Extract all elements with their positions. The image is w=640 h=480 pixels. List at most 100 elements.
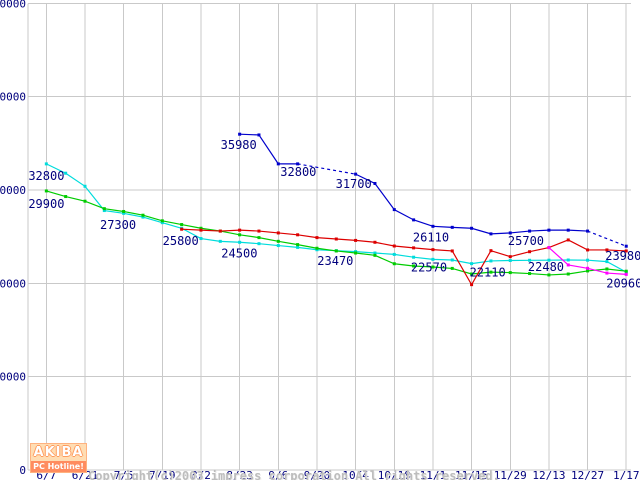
data-point-marker xyxy=(122,211,126,215)
data-point-marker xyxy=(566,258,570,262)
data-point-marker xyxy=(528,272,532,276)
data-point-marker xyxy=(605,267,609,271)
data-point-marker xyxy=(276,244,280,248)
data-label-32800: 32800 xyxy=(280,165,316,179)
data-point-marker xyxy=(354,172,358,176)
data-point-marker xyxy=(470,283,474,287)
data-point-marker xyxy=(586,248,590,252)
data-point-marker xyxy=(431,224,435,228)
data-point-marker xyxy=(528,258,532,262)
y-axis-labels: 0 10000 20000 30000 40000 50000 xyxy=(0,0,26,477)
data-point-marker xyxy=(450,249,454,253)
data-point-marker xyxy=(354,251,358,255)
data-point-marker xyxy=(257,133,261,137)
data-point-marker xyxy=(508,255,512,259)
data-point-marker xyxy=(64,195,68,199)
data-point-marker xyxy=(238,240,242,244)
data-point-marker xyxy=(547,246,551,250)
x-tick-label: 11/1 xyxy=(420,469,447,480)
data-point-marker xyxy=(315,236,319,240)
data-point-marker xyxy=(218,229,222,233)
data-point-marker xyxy=(392,208,396,212)
data-point-marker xyxy=(257,229,261,233)
data-point-marker xyxy=(64,171,68,175)
data-label-23980: 23980 xyxy=(605,249,640,263)
data-point-marker xyxy=(392,244,396,248)
data-point-marker xyxy=(412,255,416,259)
data-point-marker xyxy=(83,184,87,188)
akiba-logo-subtitle: PC Hotline! xyxy=(31,461,86,472)
data-point-marker xyxy=(489,270,493,274)
data-label-35980: 35980 xyxy=(221,138,257,152)
data-point-marker xyxy=(547,228,551,232)
data-label-22480: 22480 xyxy=(528,260,564,274)
y-tick-label: 20000 xyxy=(0,277,26,290)
data-label-20960: 20960 xyxy=(606,276,640,290)
data-point-marker xyxy=(624,272,628,276)
series-blue xyxy=(238,132,628,248)
data-point-marker xyxy=(450,225,454,229)
y-tick-label: 30000 xyxy=(0,184,26,197)
data-point-marker xyxy=(315,246,319,250)
data-point-marker xyxy=(141,213,145,217)
data-point-marker xyxy=(296,233,300,237)
data-point-marker xyxy=(508,271,512,275)
x-axis-labels: 6/7 6/21 7/5 7/19 8/2 8/23 9/6 9/20 10/4 10/18 11/… xyxy=(36,469,639,480)
data-point-marker xyxy=(354,238,358,242)
y-tick-label: 0 xyxy=(19,464,26,477)
data-point-marker xyxy=(257,236,261,240)
data-label-22110: 22110 xyxy=(470,266,506,280)
data-label-31700: 31700 xyxy=(336,177,372,191)
data-point-marker xyxy=(605,248,609,252)
data-point-marker xyxy=(160,221,164,225)
data-point-marker xyxy=(83,199,87,203)
data-point-marker xyxy=(412,246,416,250)
data-point-marker xyxy=(199,228,203,232)
data-label-29900: 29900 xyxy=(28,197,64,211)
data-point-marker xyxy=(489,259,493,263)
data-point-marker xyxy=(586,269,590,273)
data-point-marker xyxy=(489,232,493,236)
data-point-marker xyxy=(566,228,570,232)
data-point-marker xyxy=(44,162,48,166)
x-tick-label: 7/19 xyxy=(149,469,176,480)
data-point-marker xyxy=(276,162,280,166)
data-point-marker xyxy=(238,132,242,136)
data-point-marker xyxy=(373,253,377,257)
data-point-marker xyxy=(470,272,474,276)
series-magenta xyxy=(547,246,628,276)
data-label-26110: 26110 xyxy=(413,230,449,244)
data-labels: 32800 29900 27300 25800 24500 35980 32800 31700… xyxy=(28,138,640,290)
data-point-marker xyxy=(547,258,551,262)
x-tick-label: 8/23 xyxy=(226,469,253,480)
data-point-marker xyxy=(470,226,474,230)
data-point-marker xyxy=(373,251,377,255)
x-tick-label: 10/4 xyxy=(342,469,369,480)
data-point-marker xyxy=(431,265,435,269)
data-point-marker xyxy=(566,272,570,276)
y-tick-label: 10000 xyxy=(0,371,26,384)
data-point-marker xyxy=(180,223,184,227)
x-tick-label: 10/18 xyxy=(378,469,411,480)
data-label-22570: 22570 xyxy=(411,260,447,274)
data-label-27300: 27300 xyxy=(100,218,136,232)
akiba-pc-hotline-logo: AKIBA PC Hotline! xyxy=(30,443,87,473)
x-tick-label: 11/15 xyxy=(455,469,488,480)
data-point-marker xyxy=(392,262,396,266)
series-red xyxy=(180,227,628,287)
data-point-marker xyxy=(296,243,300,247)
data-point-marker xyxy=(180,227,184,231)
x-tick-label: 8/2 xyxy=(191,469,211,480)
copyright-line1: Copyright(c)2003 impress corporation All… xyxy=(88,469,500,480)
data-point-marker xyxy=(276,239,280,243)
y-tick-label: 50000 xyxy=(0,0,26,10)
data-point-marker xyxy=(257,242,261,246)
data-point-marker xyxy=(102,209,106,213)
data-point-marker xyxy=(412,218,416,222)
data-point-marker xyxy=(624,244,628,248)
data-label-25700: 25700 xyxy=(508,234,544,248)
data-label-23470: 23470 xyxy=(317,254,353,268)
data-point-marker xyxy=(199,226,203,230)
